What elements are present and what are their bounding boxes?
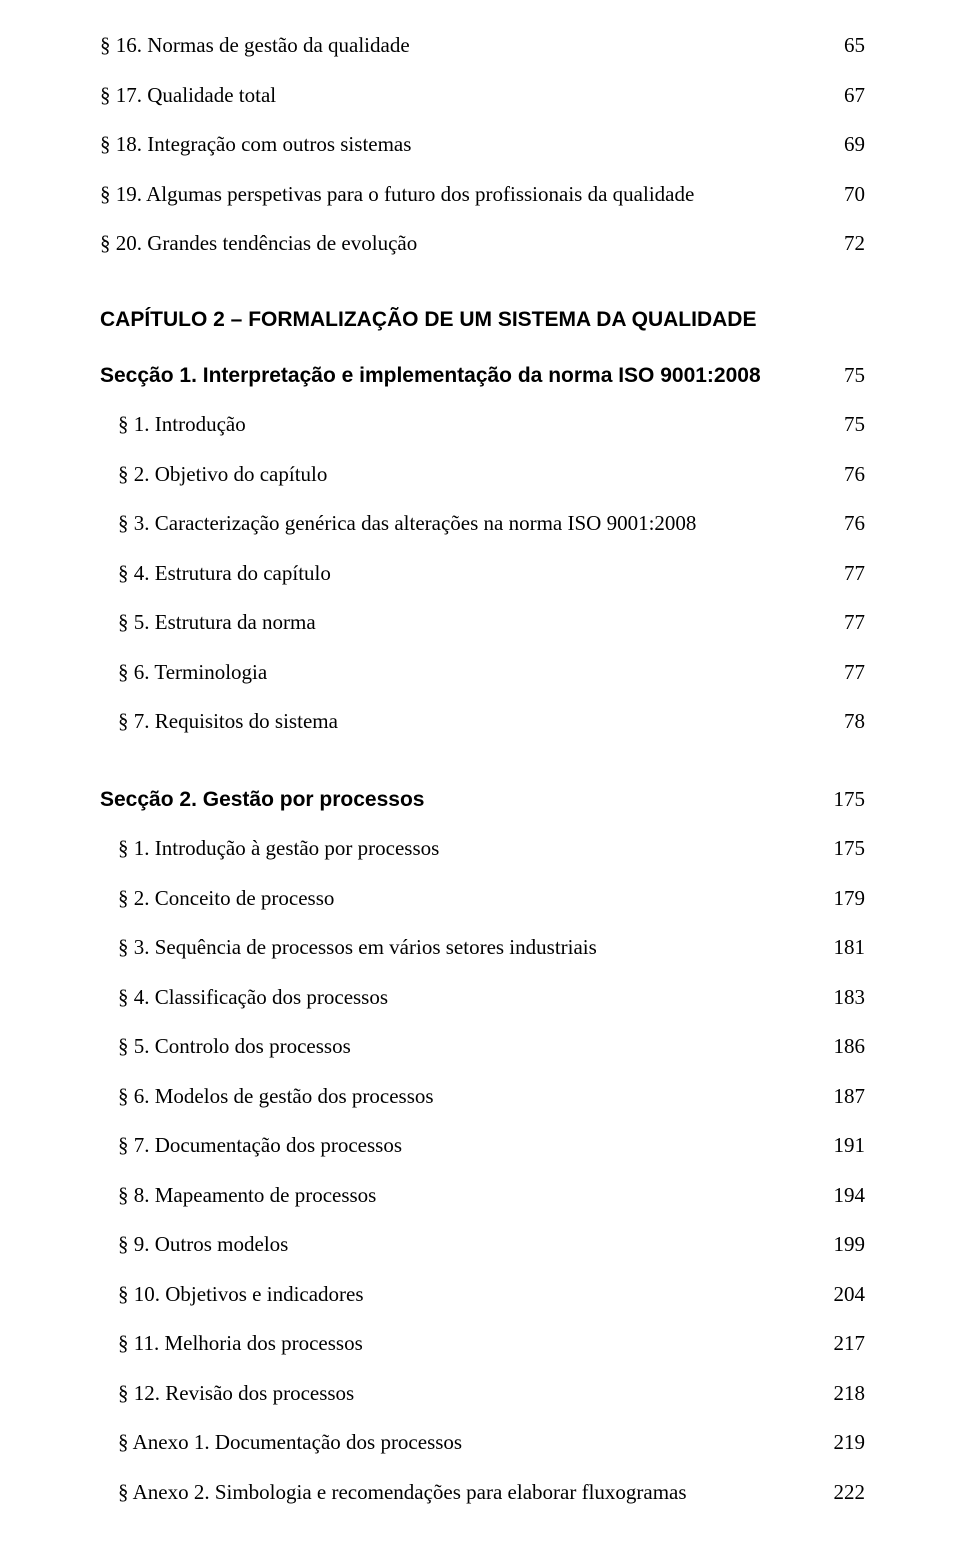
toc-entry: § 12. Revisão dos processos 218: [118, 1378, 865, 1410]
toc-label: § Anexo 2. Simbologia e recomendações pa…: [118, 1477, 834, 1509]
toc-page: 65: [844, 30, 865, 62]
toc-label: § 12. Revisão dos processos: [118, 1378, 834, 1410]
toc-page: 72: [844, 228, 865, 260]
toc-entry: § 7. Requisitos do sistema 78: [118, 706, 865, 738]
toc-page: 67: [844, 80, 865, 112]
toc-entry: § 1. Introdução 75: [118, 409, 865, 441]
section-label: Secção 2. Gestão por processos: [100, 784, 834, 816]
toc-entry: § 10. Objetivos e indicadores 204: [118, 1279, 865, 1311]
toc-label: § 1. Introdução à gestão por processos: [118, 833, 834, 865]
toc-entry: § 2. Conceito de processo 179: [118, 883, 865, 915]
toc-entry: § 1. Introdução à gestão por processos 1…: [118, 833, 865, 865]
toc-label: § 20. Grandes tendências de evolução: [100, 228, 844, 260]
toc-entry: § 9. Outros modelos 199: [118, 1229, 865, 1261]
section2-items: § 1. Introdução à gestão por processos 1…: [100, 833, 865, 1508]
toc-page: 77: [844, 558, 865, 590]
toc-page: 183: [834, 982, 866, 1014]
toc-label: § 2. Objetivo do capítulo: [118, 459, 844, 491]
toc-label: § 11. Melhoria dos processos: [118, 1328, 834, 1360]
toc-page: 179: [834, 883, 866, 915]
toc-label: § 18. Integração com outros sistemas: [100, 129, 844, 161]
toc-label: § 4. Classificação dos processos: [118, 982, 834, 1014]
toc-entry: § 2. Objetivo do capítulo 76: [118, 459, 865, 491]
toc-page: 78: [844, 706, 865, 738]
section-page: 175: [834, 784, 866, 816]
section-heading: Secção 1. Interpretação e implementação …: [100, 360, 865, 392]
toc-entry: § 5. Estrutura da norma 77: [118, 607, 865, 639]
toc-page: 70: [844, 179, 865, 211]
toc-label: § 16. Normas de gestão da qualidade: [100, 30, 844, 62]
toc-entry: § 20. Grandes tendências de evolução 72: [100, 228, 865, 260]
toc-label: § 3. Caracterização genérica das alteraç…: [118, 508, 844, 540]
toc-page: 77: [844, 657, 865, 689]
toc-entry: § 16. Normas de gestão da qualidade 65: [100, 30, 865, 62]
toc-page: 204: [834, 1279, 866, 1311]
toc-entry: § Anexo 1. Documentação dos processos 21…: [118, 1427, 865, 1459]
toc-page: 181: [834, 932, 866, 964]
toc-label: § 7. Requisitos do sistema: [118, 706, 844, 738]
toc-page: 194: [834, 1180, 866, 1212]
toc-page: 191: [834, 1130, 866, 1162]
toc-entry: § 19. Algumas perspetivas para o futuro …: [100, 179, 865, 211]
toc-page: 222: [834, 1477, 866, 1509]
section-page: 75: [844, 360, 865, 392]
toc-page: 199: [834, 1229, 866, 1261]
toc-page: 186: [834, 1031, 866, 1063]
toc-page: 175: [834, 833, 866, 865]
toc-label: § 4. Estrutura do capítulo: [118, 558, 844, 590]
section1-items: § 1. Introdução 75 § 2. Objetivo do capí…: [100, 409, 865, 738]
toc-page: 218: [834, 1378, 866, 1410]
toc-entry: § 3. Caracterização genérica das alteraç…: [118, 508, 865, 540]
toc-page: 77: [844, 607, 865, 639]
toc-entry: § 4. Classificação dos processos 183: [118, 982, 865, 1014]
toc-label: § 6. Terminologia: [118, 657, 844, 689]
toc-page: 76: [844, 459, 865, 491]
toc-entry: § 6. Terminologia 77: [118, 657, 865, 689]
toc-entry: § 11. Melhoria dos processos 217: [118, 1328, 865, 1360]
toc-entry: § 3. Sequência de processos em vários se…: [118, 932, 865, 964]
toc-label: § 5. Estrutura da norma: [118, 607, 844, 639]
toc-label: § 2. Conceito de processo: [118, 883, 834, 915]
toc-label: § 5. Controlo dos processos: [118, 1031, 834, 1063]
toc-label: § 8. Mapeamento de processos: [118, 1180, 834, 1212]
toc-page: 76: [844, 508, 865, 540]
toc-page: 187: [834, 1081, 866, 1113]
toc-top-group: § 16. Normas de gestão da qualidade 65 §…: [100, 30, 865, 260]
toc-label: § 1. Introdução: [118, 409, 844, 441]
toc-entry: § 18. Integração com outros sistemas 69: [100, 129, 865, 161]
toc-page: 69: [844, 129, 865, 161]
toc-label: § 19. Algumas perspetivas para o futuro …: [100, 179, 844, 211]
toc-page: 217: [834, 1328, 866, 1360]
section-heading: Secção 2. Gestão por processos 175: [100, 784, 865, 816]
toc-page: 75: [844, 409, 865, 441]
toc-entry: § 6. Modelos de gestão dos processos 187: [118, 1081, 865, 1113]
toc-label: § 7. Documentação dos processos: [118, 1130, 834, 1162]
toc-label: § 17. Qualidade total: [100, 80, 844, 112]
toc-label: § 6. Modelos de gestão dos processos: [118, 1081, 834, 1113]
toc-entry: § 4. Estrutura do capítulo 77: [118, 558, 865, 590]
toc-entry: § Anexo 2. Simbologia e recomendações pa…: [118, 1477, 865, 1509]
toc-page: 219: [834, 1427, 866, 1459]
toc-entry: § 7. Documentação dos processos 191: [118, 1130, 865, 1162]
toc-label: § Anexo 1. Documentação dos processos: [118, 1427, 834, 1459]
section-label: Secção 1. Interpretação e implementação …: [100, 360, 844, 392]
toc-entry: § 17. Qualidade total 67: [100, 80, 865, 112]
toc-entry: § 5. Controlo dos processos 186: [118, 1031, 865, 1063]
toc-entry: § 8. Mapeamento de processos 194: [118, 1180, 865, 1212]
chapter-title: CAPÍTULO 2 – FORMALIZAÇÃO DE UM SISTEMA …: [100, 308, 865, 332]
toc-label: § 3. Sequência de processos em vários se…: [118, 932, 834, 964]
toc-label: § 9. Outros modelos: [118, 1229, 834, 1261]
toc-label: § 10. Objetivos e indicadores: [118, 1279, 834, 1311]
